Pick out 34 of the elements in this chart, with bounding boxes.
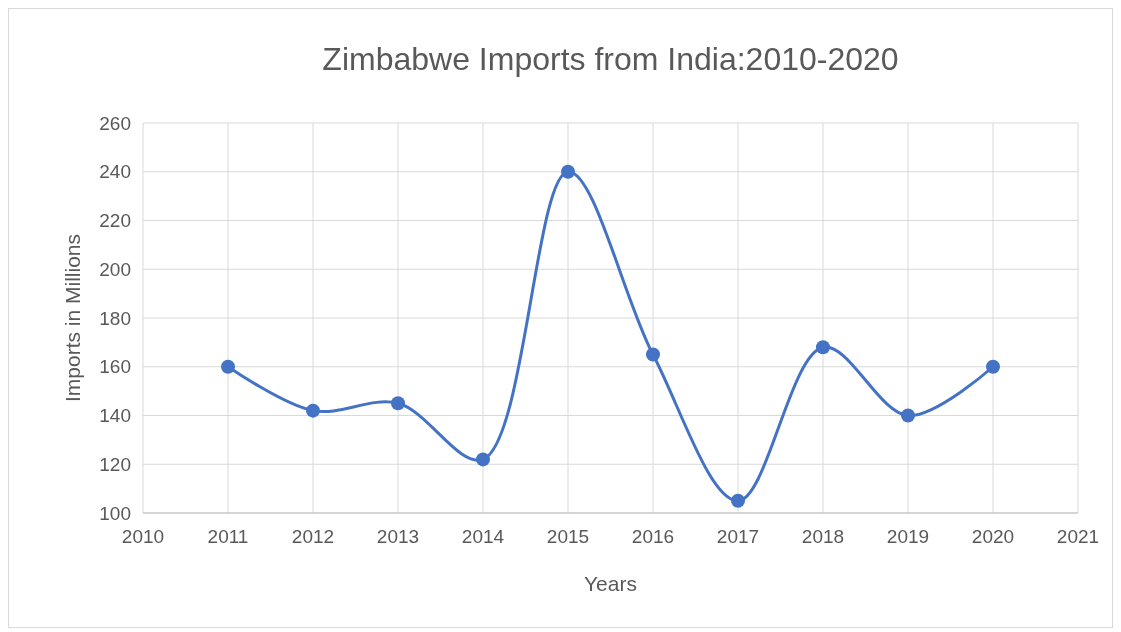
y-tick-label: 220	[99, 210, 131, 232]
x-tick-label: 2015	[546, 526, 590, 547]
x-tick-label: 2010	[121, 526, 165, 547]
point	[986, 359, 1000, 374]
x-tick-label: 2012	[291, 526, 335, 547]
x-tick-label: 2014	[461, 526, 505, 547]
x-axis-title: Years	[584, 572, 637, 595]
point	[391, 396, 405, 411]
point	[816, 340, 830, 355]
x-tick-label: 2011	[207, 526, 249, 547]
y-axis-title: Imports in Millions	[61, 233, 84, 403]
point	[306, 403, 320, 418]
y-tick-label: 200	[99, 258, 131, 280]
point	[561, 164, 575, 179]
x-tick-label: 2017	[716, 526, 760, 547]
point	[476, 452, 490, 467]
x-tick-label: 2016	[631, 526, 675, 547]
point	[731, 493, 745, 508]
point	[901, 408, 915, 423]
x-tick-label: 2020	[971, 526, 1015, 547]
y-tick-label: 240	[99, 161, 131, 183]
chart-title: Zimbabwe Imports from India:2010-2020	[322, 41, 899, 77]
point	[646, 347, 660, 362]
point	[221, 359, 235, 374]
y-tick-label: 140	[99, 405, 131, 427]
y-tick-label: 180	[99, 307, 131, 329]
y-tick-label: 260	[99, 112, 131, 134]
x-tick-label: 2019	[886, 526, 930, 547]
x-tick-label: 2021	[1056, 526, 1100, 547]
y-tick-label: 120	[99, 453, 131, 475]
y-tick-label: 160	[99, 356, 131, 378]
x-tick-label: 2013	[376, 526, 420, 547]
x-tick-label: 2018	[801, 526, 845, 547]
y-tick-label: 100	[99, 502, 131, 524]
